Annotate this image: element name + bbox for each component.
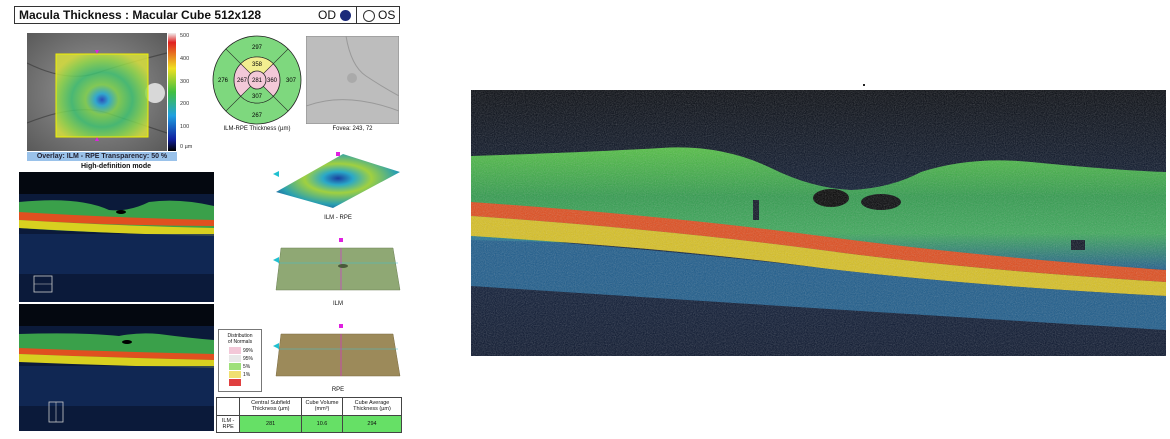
ilm-3d-map[interactable] (273, 238, 403, 296)
central-subfield-value: 281 (239, 414, 303, 433)
colorbar-tick: 200 (180, 101, 190, 107)
legend-swatch (229, 347, 241, 354)
fovea-slo-image (306, 36, 399, 124)
legend-swatch (229, 355, 241, 362)
etdrs-outer-temporal-value: 276 (218, 78, 229, 84)
ilm-rpe-3d-map[interactable] (273, 152, 403, 210)
legend-label: 95% (243, 356, 254, 362)
legend-swatch (229, 379, 241, 386)
od-radio-selected-icon[interactable] (340, 10, 351, 21)
report-header: Macula Thickness : Macular Cube 512x128 … (14, 6, 400, 24)
fundus-thickness-overlay-image[interactable] (27, 33, 167, 151)
etdrs-inner-superior-value: 358 (252, 62, 263, 68)
colorbar-tick: 500 (180, 33, 190, 39)
colorbar-tick: 300 (180, 79, 190, 85)
table-header-row: Central Subfield Thickness (µm) Cube Vol… (215, 397, 403, 416)
report-title: Macula Thickness : Macular Cube 512x128 (19, 8, 262, 22)
header-divider (356, 7, 357, 23)
ilm-map-caption: ILM (332, 301, 343, 307)
table-header-cell: Cube Average Thickness (µm) (341, 397, 403, 416)
etdrs-inner-temporal-value: 267 (237, 78, 248, 84)
rpe-3d-map[interactable] (273, 324, 403, 382)
ilm-rpe-map-caption: ILM - RPE (324, 215, 352, 221)
legend-label: 1% (243, 372, 251, 378)
etdrs-thickness-grid: 281 358 360 307 267 297 307 267 276 (212, 35, 302, 125)
etdrs-center-value: 281 (252, 78, 263, 84)
thickness-summary-table: Central Subfield Thickness (µm) Cube Vol… (215, 397, 403, 433)
colorbar-tick: 100 (180, 124, 190, 130)
legend-label: 99% (243, 348, 254, 354)
os-label: OS (378, 8, 396, 22)
vertical-bscan-image[interactable] (19, 304, 214, 431)
colorbar-tick: 0 µm (180, 144, 193, 150)
overlay-caption: Overlay: ILM - RPE Transparency: 50 % (27, 152, 177, 161)
legend-label: 5% (243, 364, 251, 370)
table-row: ILM - RPE 281 10.6 294 (215, 414, 403, 433)
etdrs-outer-inferior-value: 267 (252, 113, 263, 119)
od-label: OD (318, 8, 336, 22)
table-header-cell: Central Subfield Thickness (µm) (239, 397, 303, 416)
marker-dot (863, 84, 865, 86)
legend-swatch (229, 371, 241, 378)
table-header-cell: Cube Volume (mm³) (301, 397, 343, 416)
enlarged-oct-bscan-image[interactable] (471, 90, 1166, 356)
cube-average-value: 294 (341, 414, 403, 433)
hd-mode-label: High-definition mode (81, 163, 151, 170)
etdrs-outer-nasal-value: 307 (286, 78, 297, 84)
os-radio-icon[interactable] (363, 10, 375, 22)
cube-volume-value: 10.6 (301, 414, 343, 433)
normals-distribution-legend: Distribution of Normals 99% 95% 5% 1% (218, 329, 262, 392)
horizontal-bscan-image[interactable] (19, 172, 214, 302)
rpe-map-caption: RPE (331, 387, 345, 393)
legend-swatch (229, 363, 241, 370)
etdrs-inner-nasal-value: 360 (267, 78, 278, 84)
thickness-colorbar (168, 33, 176, 151)
table-header-cell (215, 397, 241, 416)
fovea-caption: Fovea: 243, 72 (332, 126, 373, 132)
colorbar-tick: 400 (180, 56, 190, 62)
legend-title-line: of Normals (227, 339, 253, 345)
legend-title: Distribution of Normals (219, 333, 261, 345)
etdrs-outer-superior-value: 297 (252, 45, 263, 51)
etdrs-caption: ILM-RPE Thickness (µm) (223, 126, 291, 132)
legend-title-line: Distribution (227, 333, 253, 339)
row-label: ILM - RPE (215, 414, 241, 433)
etdrs-inner-inferior-value: 307 (252, 94, 263, 100)
